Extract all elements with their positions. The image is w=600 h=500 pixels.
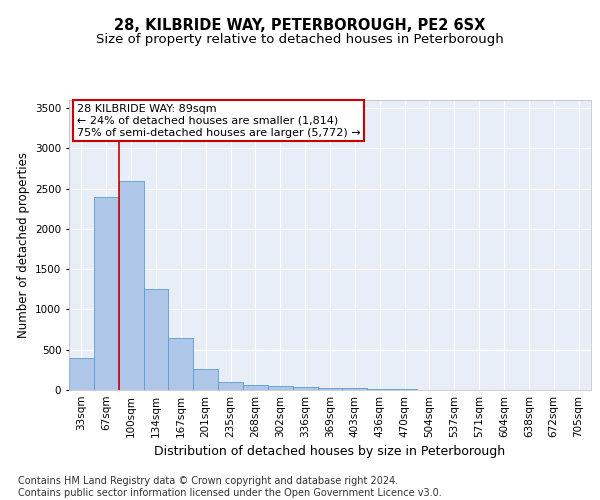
Bar <box>293 387 317 390</box>
Text: 28 KILBRIDE WAY: 89sqm
← 24% of detached houses are smaller (1,814)
75% of semi-: 28 KILBRIDE WAY: 89sqm ← 24% of detached… <box>77 104 361 138</box>
Bar <box>317 388 343 390</box>
Bar <box>169 338 193 390</box>
Bar <box>268 386 293 390</box>
Bar <box>193 369 218 390</box>
Bar <box>143 290 169 390</box>
Bar <box>367 389 392 390</box>
Bar <box>243 385 268 390</box>
Bar <box>69 358 94 390</box>
Bar <box>343 388 367 390</box>
Y-axis label: Number of detached properties: Number of detached properties <box>17 152 29 338</box>
Text: Size of property relative to detached houses in Peterborough: Size of property relative to detached ho… <box>96 32 504 46</box>
Bar <box>94 196 119 390</box>
Text: 28, KILBRIDE WAY, PETERBOROUGH, PE2 6SX: 28, KILBRIDE WAY, PETERBOROUGH, PE2 6SX <box>115 18 485 32</box>
Bar <box>119 180 143 390</box>
Text: Contains HM Land Registry data © Crown copyright and database right 2024.
Contai: Contains HM Land Registry data © Crown c… <box>18 476 442 498</box>
Bar <box>218 382 243 390</box>
X-axis label: Distribution of detached houses by size in Peterborough: Distribution of detached houses by size … <box>154 446 506 458</box>
Bar <box>392 389 417 390</box>
